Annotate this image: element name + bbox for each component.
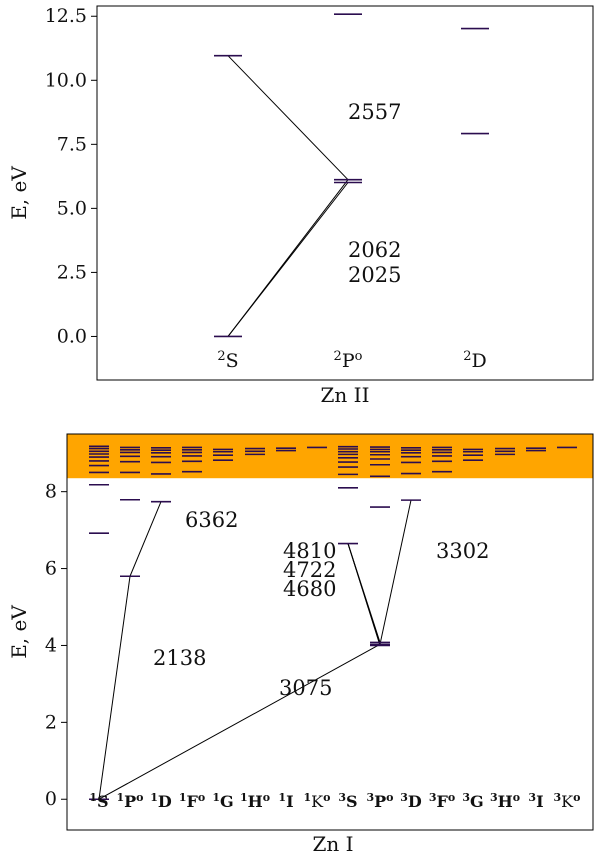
zn-ii-transitions xyxy=(227,55,349,337)
transition-line xyxy=(98,643,381,800)
zn-i-y-ticks: 0 2 4 6 8 xyxy=(45,481,67,810)
term-label: 3Ho xyxy=(490,791,520,812)
y-tick-label: 8 xyxy=(45,481,57,503)
zn-i-wavelength-labels: 6362 4810 4722 4680 3302 2138 3075 xyxy=(153,508,489,700)
y-tick-label: 4 xyxy=(45,634,57,656)
transition-line xyxy=(129,501,162,577)
term-label: 2Po xyxy=(334,349,363,373)
term-label: 3G xyxy=(462,791,483,812)
zn-ii-wavelength-labels: 2557 2062 2025 xyxy=(348,100,401,287)
term-label: 3Po xyxy=(366,791,393,812)
term-label: 2S xyxy=(217,349,238,373)
term-label: 1G xyxy=(212,791,233,812)
zn-ii-panel: 0.0 2.5 5.0 7.5 10.0 12.5 2557 2062 2025 2S 2P… xyxy=(7,5,594,407)
y-tick-label: 0.0 xyxy=(57,325,87,347)
wavelength-label-2138: 2138 xyxy=(153,646,206,670)
term-label: 1I xyxy=(278,791,293,812)
wavelength-label-6362: 6362 xyxy=(185,508,238,532)
zn-i-term-labels: 1S 1Po 1D 1Fo 1G 1Ho 1I 1Ko 3S 3Po 3D 3Fo 3G 3Ho 3I 3Ko xyxy=(89,791,580,812)
wavelength-label-4810: 4810 xyxy=(283,539,336,563)
transition-line xyxy=(379,500,412,645)
y-tick-label: 0 xyxy=(45,788,57,810)
zn-ii-levels xyxy=(214,13,489,338)
wavelength-label-2062: 2062 xyxy=(348,238,401,262)
zn-ii-x-label: Zn II xyxy=(321,383,370,407)
term-label: 2D xyxy=(463,349,487,373)
zn-ii-plot-frame xyxy=(96,5,594,381)
wavelength-label-4722: 4722 xyxy=(283,558,336,582)
term-label: 1D xyxy=(150,791,172,812)
transition-line xyxy=(347,543,381,643)
zn-i-x-label: Zn I xyxy=(312,832,353,856)
zn-i-levels xyxy=(89,445,577,801)
transition-line xyxy=(227,179,349,337)
term-label: 3D xyxy=(400,791,422,812)
term-label: 3Ko xyxy=(554,791,581,812)
wavelength-label-3075: 3075 xyxy=(279,676,332,700)
y-tick-label: 5.0 xyxy=(57,197,87,219)
term-label: 1S xyxy=(89,791,108,812)
wavelength-label-4680: 4680 xyxy=(283,577,336,601)
zn-ii-y-ticks: 0.0 2.5 5.0 7.5 10.0 12.5 xyxy=(45,5,97,347)
term-label: 1Po xyxy=(116,791,143,812)
y-tick-label: 2 xyxy=(45,711,57,733)
wavelength-label-3302: 3302 xyxy=(436,539,489,563)
zn-ii-term-labels: 2S 2Po 2D xyxy=(217,349,486,373)
zn-i-plot-frame xyxy=(66,433,594,831)
y-tick-label: 7.5 xyxy=(57,133,87,155)
y-tick-label: 2.5 xyxy=(57,261,87,283)
zn-i-y-label: E, eV xyxy=(7,605,31,659)
zn-i-transitions xyxy=(98,500,412,800)
term-label: 1Ko xyxy=(304,791,331,812)
transition-line xyxy=(227,55,349,181)
transition-line xyxy=(98,576,131,800)
wavelength-label-2025: 2025 xyxy=(348,263,401,287)
zn-ii-y-label: E, eV xyxy=(7,166,31,220)
y-tick-label: 12.5 xyxy=(45,5,87,27)
term-label: 1Fo xyxy=(179,791,205,812)
term-label: 3S xyxy=(338,791,357,812)
term-label: 3I xyxy=(528,791,543,812)
y-tick-label: 10.0 xyxy=(45,69,87,91)
zn-i-panel: 0 2 4 6 8 6362 4810 4722 4680 3302 2138 3075… xyxy=(7,433,594,856)
term-label: 1Ho xyxy=(240,791,270,812)
term-label: 3Fo xyxy=(429,791,455,812)
zn-i-continuum-band xyxy=(67,434,593,479)
y-tick-label: 6 xyxy=(45,558,57,580)
wavelength-label-2557: 2557 xyxy=(348,100,401,124)
